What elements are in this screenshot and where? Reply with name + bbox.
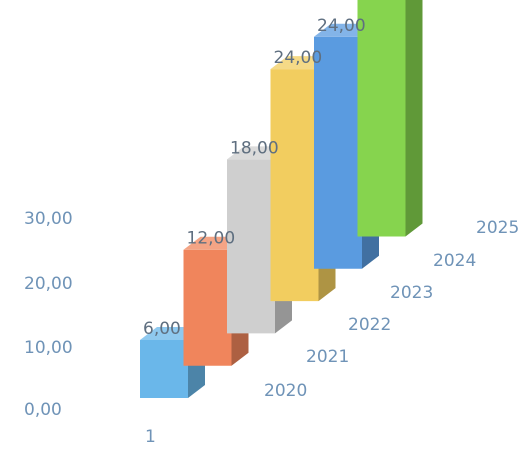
- bars-group: [140, 0, 423, 398]
- bar-side-face: [405, 0, 423, 237]
- bar-value-label: 6,00: [143, 319, 181, 339]
- depth-axis-label: 2024: [433, 251, 476, 271]
- depth-axis-label: 2025: [476, 218, 519, 238]
- y-tick-label: 20,00: [24, 274, 73, 294]
- depth-axis-label: 2020: [264, 381, 307, 401]
- depth-axis-label: 2022: [348, 315, 391, 335]
- bar-value-label: 12,00: [187, 229, 236, 249]
- depth-axis-label: 2023: [390, 283, 433, 303]
- depth-axis: 2020 2021 2022 2023 2024 2025: [264, 218, 519, 401]
- bar-front-face: [357, 0, 406, 237]
- bar-front-face: [270, 69, 319, 302]
- bar-front-face: [183, 249, 232, 366]
- bar-value-label: 24,00: [317, 16, 366, 36]
- bar-front-face: [314, 36, 362, 269]
- y-tick-label: 10,00: [24, 338, 73, 358]
- y-tick-label: 0,00: [24, 400, 62, 420]
- bar-front-face: [140, 340, 188, 398]
- y-tick-label: 30,00: [24, 209, 73, 229]
- y-axis: 0,00 10,00 20,00 30,00: [24, 209, 73, 420]
- bar-value-label: 24,00: [274, 48, 323, 68]
- category-label: 1: [145, 427, 156, 447]
- bar-front-face: [227, 159, 275, 334]
- depth-axis-label: 2021: [306, 347, 349, 367]
- bar-value-label: 18,00: [230, 138, 279, 158]
- bar-2025: [357, 0, 423, 237]
